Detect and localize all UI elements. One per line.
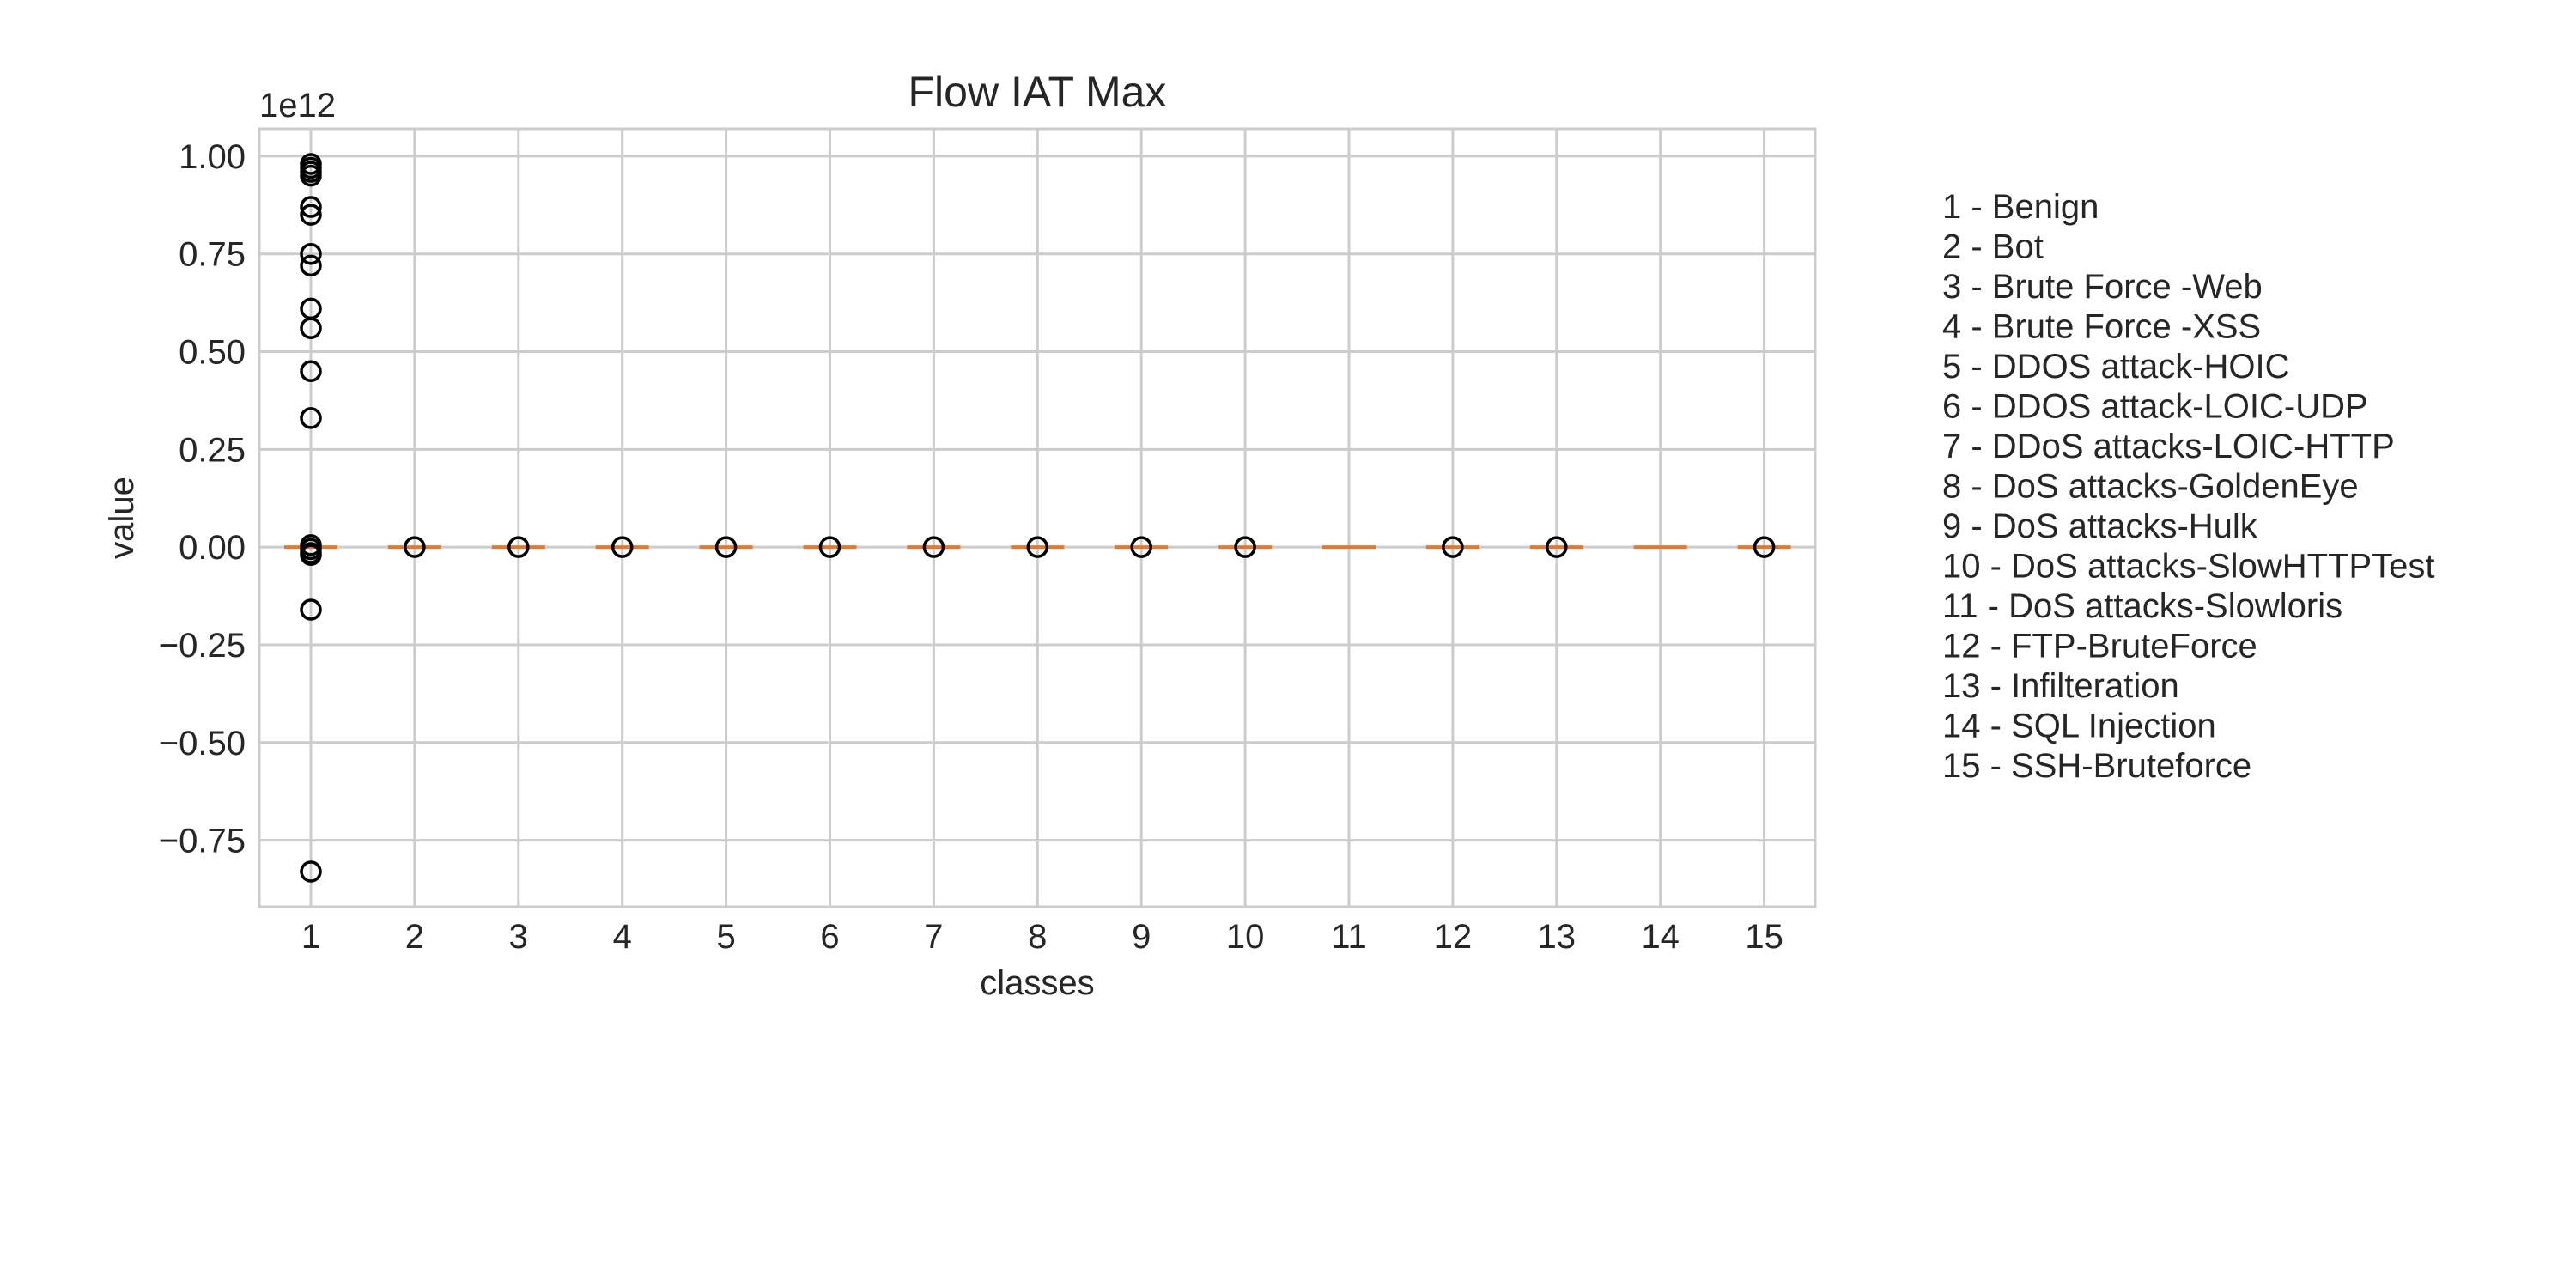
flier-point (1442, 536, 1464, 558)
legend-entry: 11 - DoS attacks-Slowloris (1942, 587, 2342, 625)
x-tick-label: 12 (1434, 918, 1473, 956)
y-tick-label: 0.50 (179, 334, 246, 372)
flier-point (1130, 536, 1152, 558)
legend-entry: 12 - FTP-BruteForce (1942, 628, 2257, 665)
y-tick-label: 0.00 (179, 529, 246, 567)
x-tick-label: 10 (1226, 918, 1265, 956)
x-tick-label: 7 (924, 918, 943, 956)
legend-entry: 8 - DoS attacks-GoldenEye (1942, 468, 2359, 506)
legend-entry: 4 - Brute Force -XSS (1942, 308, 2261, 346)
x-tick-label: 9 (1132, 918, 1151, 956)
flier-point (404, 536, 426, 558)
legend-entry: 7 - DDoS attacks-LOIC-HTTP (1942, 428, 2395, 465)
box-marks (284, 153, 1791, 883)
x-tick-label: 14 (1641, 918, 1680, 956)
flier-point (1546, 536, 1568, 558)
flier-point (818, 536, 841, 558)
flier-point (300, 598, 322, 621)
legend-entry: 13 - Infilteration (1942, 667, 2179, 705)
flier-point (300, 317, 322, 339)
x-tick-label: 8 (1028, 918, 1047, 956)
y-tick-label: 0.75 (179, 236, 246, 274)
flier-point (300, 242, 322, 265)
legend-entry: 10 - DoS attacks-SlowHTTPTest (1942, 548, 2435, 586)
flier-point (507, 536, 530, 558)
chart-title: Flow IAT Max (908, 68, 1167, 116)
x-tick-label: 4 (613, 918, 632, 956)
y-tick-label: −0.25 (159, 627, 246, 665)
x-tick-label: 6 (820, 918, 839, 956)
legend-entry: 6 - DDOS attack-LOIC-UDP (1942, 388, 2368, 426)
legend-entry: 2 - Bot (1942, 228, 2044, 266)
flier-point (1753, 536, 1776, 558)
y-tick-label: −0.75 (159, 823, 246, 860)
x-axis-label: classes (980, 964, 1094, 1002)
y-tick-label: −0.50 (159, 725, 246, 762)
tick-labels: 1 2 3 4 5 6 7 8 9 10 11 12 13 14 15−0.75−0.50−0.250.00… (159, 138, 1783, 956)
flier-point (300, 204, 322, 226)
x-tick-label: 15 (1745, 918, 1783, 956)
legend-entry: 15 - SSH-Bruteforce (1942, 747, 2251, 785)
y-tick-label: 1.00 (179, 138, 246, 176)
flier-point (300, 407, 322, 429)
x-tick-label: 13 (1538, 918, 1577, 956)
x-tick-label: 11 (1331, 918, 1367, 956)
flier-point (714, 536, 738, 558)
flier-point (300, 360, 322, 383)
y-offset-label: 1e12 (259, 87, 336, 125)
x-tick-label: 3 (509, 918, 528, 956)
flier-point (300, 196, 322, 218)
plot-frame (258, 127, 1817, 908)
flier-point (922, 536, 945, 558)
flier-point (300, 254, 322, 277)
x-tick-label: 2 (405, 918, 424, 956)
legend-entry: 1 - Benign (1942, 188, 2099, 226)
y-axis-label: value (103, 477, 141, 559)
legend-entry: 5 - DDOS attack-HOIC (1942, 348, 2290, 386)
x-tick-label: 5 (716, 918, 735, 956)
y-tick-label: 0.25 (179, 431, 246, 469)
x-tick-label: 1 (301, 918, 320, 956)
flier-point (300, 860, 322, 883)
legend-entry: 9 - DoS attacks-Hulk (1942, 507, 2258, 545)
legend-entry: 3 - Brute Force -Web (1942, 268, 2263, 306)
flier-point (1026, 536, 1049, 558)
legend-entry: 14 - SQL Injection (1942, 708, 2216, 745)
flier-point (300, 164, 322, 187)
flier-point (1234, 536, 1256, 558)
flier-point (611, 536, 634, 558)
flier-point (300, 544, 322, 567)
